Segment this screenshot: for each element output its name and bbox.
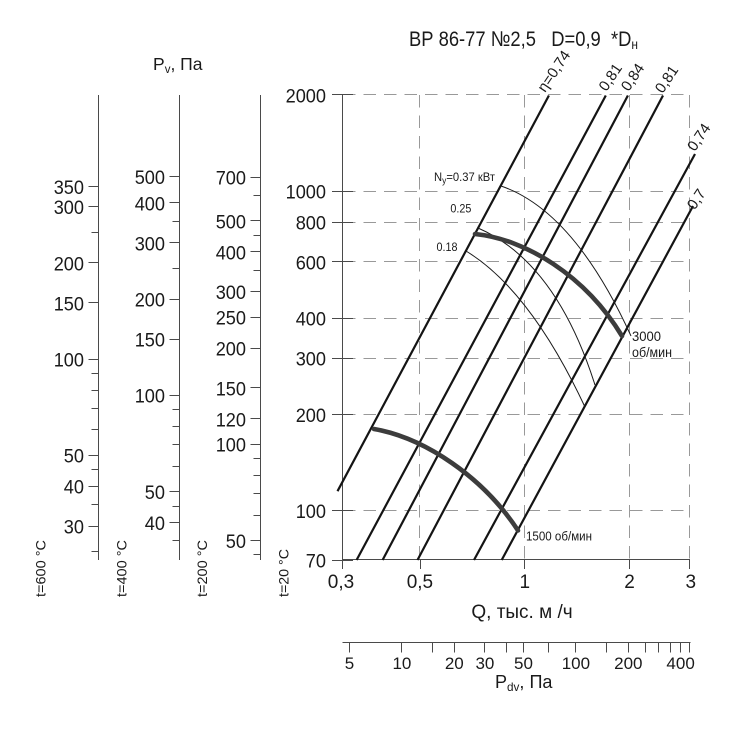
svg-text:40: 40	[145, 513, 165, 535]
svg-text:0.25: 0.25	[450, 202, 471, 216]
svg-text:700: 700	[216, 168, 246, 190]
svg-text:50: 50	[64, 446, 84, 468]
svg-text:600: 600	[296, 252, 326, 274]
svg-text:100: 100	[562, 654, 590, 673]
svg-text:Pdv, Па: Pdv, Па	[495, 671, 553, 694]
svg-text:120: 120	[216, 409, 246, 431]
svg-text:50: 50	[514, 654, 533, 673]
svg-text:0,5: 0,5	[407, 572, 433, 593]
svg-text:5: 5	[345, 654, 354, 673]
svg-text:50: 50	[226, 531, 246, 553]
svg-text:30: 30	[475, 654, 494, 673]
svg-text:3: 3	[686, 572, 697, 593]
svg-text:50: 50	[145, 482, 165, 504]
svg-text:150: 150	[135, 329, 165, 351]
svg-text:t=400 °C: t=400 °C	[114, 540, 130, 597]
svg-text:100: 100	[296, 501, 326, 523]
svg-text:400: 400	[216, 242, 246, 264]
svg-text:400: 400	[135, 193, 165, 215]
svg-text:t=200 °C: t=200 °C	[194, 540, 210, 597]
svg-text:2000: 2000	[286, 85, 327, 107]
svg-text:30: 30	[64, 517, 84, 539]
svg-text:200: 200	[614, 654, 642, 673]
svg-text:200: 200	[216, 339, 246, 361]
svg-text:300: 300	[54, 197, 84, 219]
svg-text:Pv, Па: Pv, Па	[153, 54, 203, 76]
svg-text:10: 10	[392, 654, 411, 673]
svg-text:2: 2	[624, 572, 635, 593]
svg-text:200: 200	[135, 290, 165, 312]
svg-text:400: 400	[666, 654, 694, 673]
svg-text:t=20 °C: t=20 °C	[276, 549, 292, 597]
svg-text:ВР 86-77 №2,5 D=0,9 *Dн: ВР 86-77 №2,5 D=0,9 *Dн	[409, 27, 638, 52]
svg-text:150: 150	[54, 293, 84, 315]
svg-text:500: 500	[216, 211, 246, 233]
svg-text:1000: 1000	[286, 182, 327, 204]
svg-text:150: 150	[216, 378, 246, 400]
svg-text:300: 300	[216, 282, 246, 304]
svg-text:об/мин: об/мин	[632, 344, 672, 360]
svg-text:20: 20	[445, 654, 464, 673]
svg-text:70: 70	[306, 550, 326, 572]
svg-text:t=600 °C: t=600 °C	[33, 540, 49, 597]
svg-text:100: 100	[135, 386, 165, 408]
svg-text:1500 об/мин: 1500 об/мин	[526, 529, 592, 544]
svg-text:Nу=0.37 кВт: Nу=0.37 кВт	[434, 170, 495, 186]
svg-text:500: 500	[135, 167, 165, 189]
svg-text:250: 250	[216, 308, 246, 330]
svg-text:200: 200	[296, 405, 326, 427]
svg-text:1: 1	[520, 572, 531, 593]
svg-text:350: 350	[54, 177, 84, 199]
svg-text:200: 200	[54, 253, 84, 275]
svg-text:300: 300	[296, 349, 326, 371]
svg-text:100: 100	[54, 350, 84, 372]
svg-text:0,3: 0,3	[328, 572, 354, 593]
svg-text:Q, тыс. м /ч: Q, тыс. м /ч	[471, 602, 572, 623]
svg-text:40: 40	[64, 477, 84, 499]
svg-text:3000: 3000	[632, 328, 661, 344]
svg-text:0.18: 0.18	[437, 240, 458, 254]
svg-text:100: 100	[216, 435, 246, 457]
svg-text:400: 400	[296, 309, 326, 331]
svg-text:800: 800	[296, 213, 326, 235]
svg-text:300: 300	[135, 233, 165, 255]
